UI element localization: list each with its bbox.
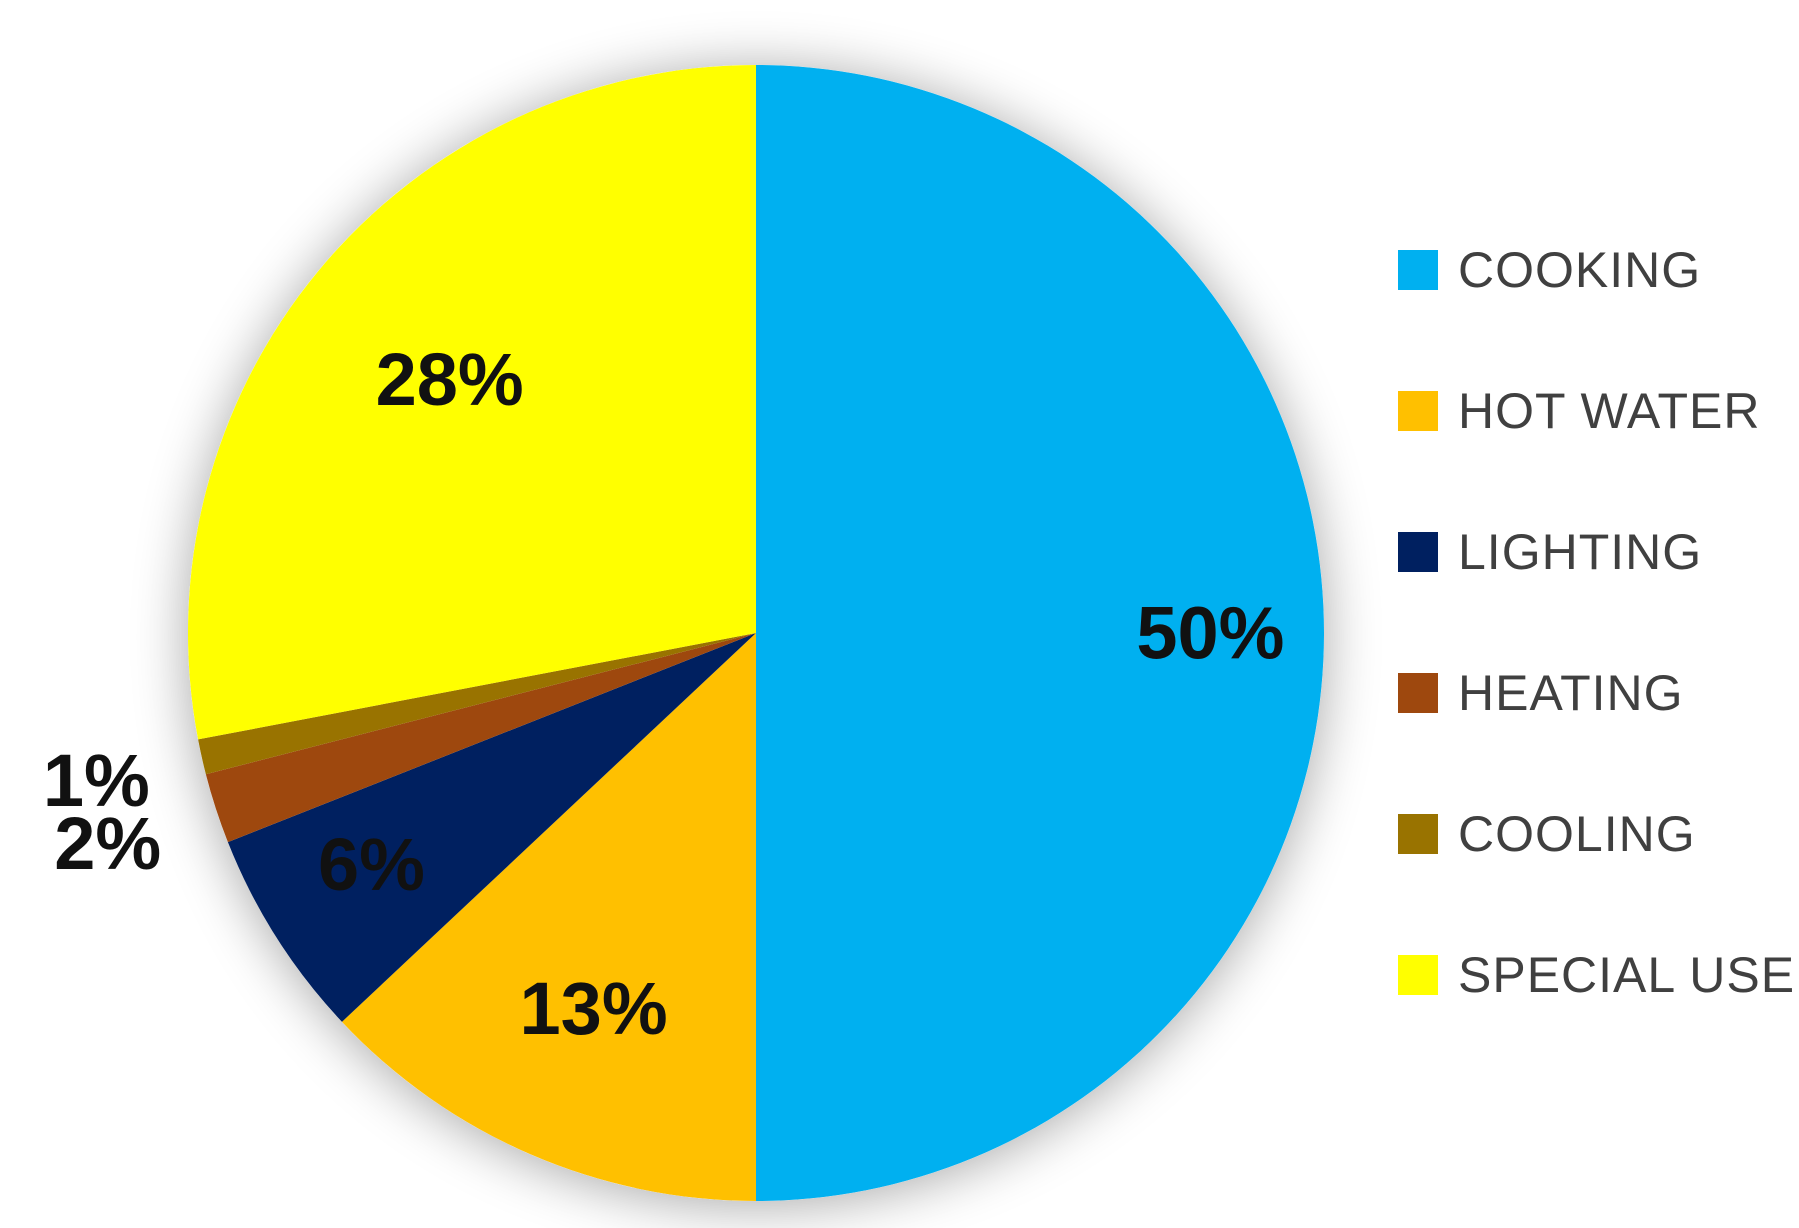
pie-slice-heating xyxy=(205,633,757,843)
data-label-cooling: 1% xyxy=(43,739,150,822)
legend-item-lighting: LIGHTING xyxy=(1398,522,1798,582)
pie-slice-special-use xyxy=(187,65,756,740)
data-label-hot-water: 13% xyxy=(520,967,668,1050)
legend-swatch-heating xyxy=(1398,673,1438,713)
pie-labels: 50% 13% 6% 2%1% 28% xyxy=(43,338,1285,1050)
legend-label-cooling: COOLING xyxy=(1458,806,1696,862)
legend-swatch-lighting xyxy=(1398,532,1438,572)
legend-label-hot-water: HOT WATER xyxy=(1458,383,1761,439)
legend-swatch-special-use xyxy=(1398,955,1438,995)
legend: COOKING HOT WATER LIGHTING HEATING COOLI… xyxy=(1398,240,1798,1086)
legend-item-special-use: SPECIAL USE xyxy=(1398,945,1798,1005)
legend-swatch-cooking xyxy=(1398,250,1438,290)
legend-swatch-hot-water xyxy=(1398,391,1438,431)
data-label-heating: 2% xyxy=(54,802,161,885)
pie-slice-hot-water xyxy=(341,633,756,1201)
pie-slice-cooling xyxy=(198,633,756,775)
data-label-cooking: 50% xyxy=(1136,592,1284,675)
legend-item-heating: HEATING xyxy=(1398,663,1798,723)
data-label-lighting: 6% xyxy=(318,823,425,906)
legend-swatch-cooling xyxy=(1398,814,1438,854)
data-label-special-use: 28% xyxy=(376,338,524,421)
pie-slice-cooking xyxy=(756,65,1324,1201)
legend-item-cooking: COOKING xyxy=(1398,240,1798,300)
legend-label-cooking: COOKING xyxy=(1458,242,1702,298)
pie-slice-lighting xyxy=(227,633,756,1022)
legend-item-cooling: COOLING xyxy=(1398,804,1798,864)
legend-label-heating: HEATING xyxy=(1458,665,1684,721)
legend-label-special-use: SPECIAL USE xyxy=(1458,947,1796,1003)
legend-item-hot-water: HOT WATER xyxy=(1398,381,1798,441)
legend-label-lighting: LIGHTING xyxy=(1458,524,1703,580)
pie-slices xyxy=(187,65,1324,1201)
